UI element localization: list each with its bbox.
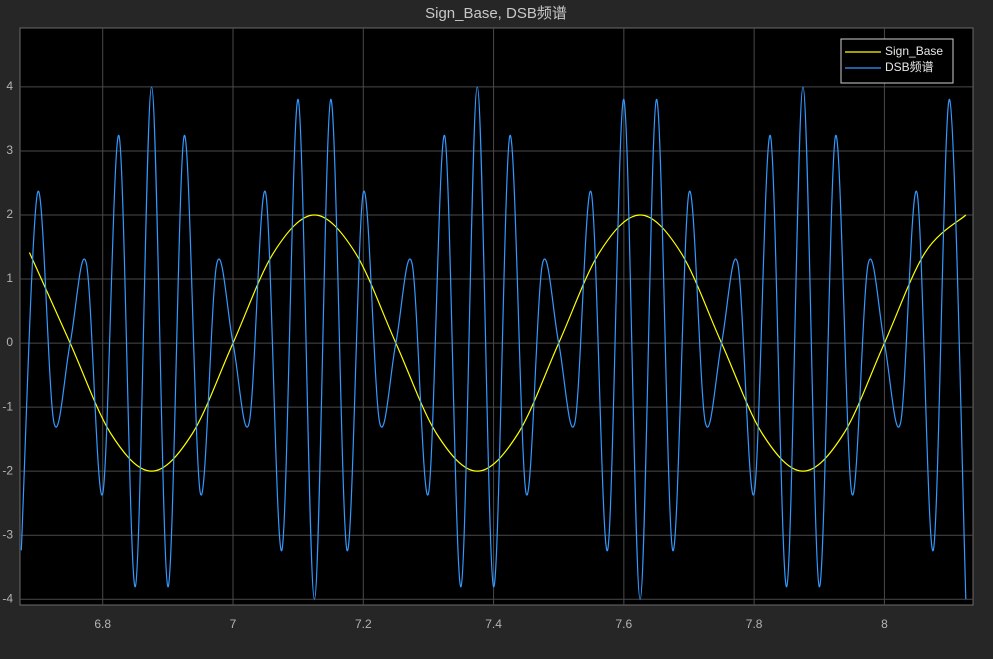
legend-label: DSB频谱: [885, 60, 934, 74]
y-tick-label: -3: [2, 527, 13, 541]
y-tick-label: -1: [2, 399, 13, 413]
y-tick-label: 0: [6, 335, 13, 349]
series-line: [20, 86, 967, 600]
lines: [20, 86, 967, 600]
plot-area: [19, 27, 974, 606]
x-tick-label: 8: [881, 617, 888, 631]
x-tick-label: 7.6: [616, 617, 633, 631]
x-tick-label: 7: [230, 617, 237, 631]
y-tick-label: 2: [6, 207, 13, 221]
y-tick-label: 4: [6, 79, 13, 93]
y-tick-label: -2: [2, 463, 13, 477]
legend-box: [840, 38, 954, 84]
series-line: [28, 214, 967, 472]
y-tick-label: 3: [6, 143, 13, 157]
legend: Sign_Base DSB频谱: [840, 38, 954, 84]
x-tick-label: 7.8: [746, 617, 763, 631]
x-tick-label: 7.4: [485, 617, 502, 631]
y-tick-label: 1: [6, 271, 13, 285]
y-tick-label: -4: [2, 591, 13, 605]
legend-label: Sign_Base: [885, 44, 943, 58]
x-tick-label: 7.2: [355, 617, 372, 631]
chart-title: Sign_Base, DSB频谱: [425, 5, 567, 22]
x-tick-label: 6.8: [94, 617, 111, 631]
